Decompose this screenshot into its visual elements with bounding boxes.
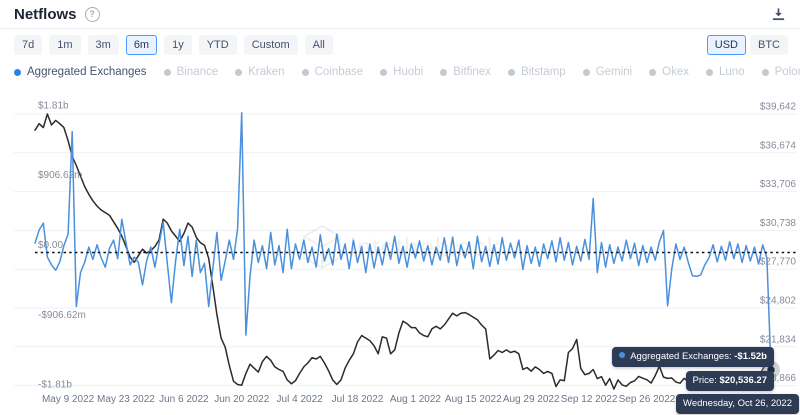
x-axis-tick: Jul 4 2022 <box>277 394 324 405</box>
legend-dot-icon <box>380 68 388 76</box>
x-axis-tick: Aug 1 2022 <box>390 394 442 405</box>
right-axis-tick: $39,642 <box>760 102 797 113</box>
x-axis-tick: May 23 2022 <box>97 394 155 405</box>
legend-item-bitfinex[interactable]: Bitfinex <box>440 66 491 78</box>
legend-label: Coinbase <box>314 66 364 78</box>
legend-dot-icon <box>705 68 713 76</box>
left-axis-tick: -$906.62m <box>38 310 86 321</box>
range-button-all[interactable]: All <box>304 35 333 55</box>
left-axis-tick: $0.00 <box>38 240 63 251</box>
tooltip-date-text: Wednesday, Oct 26, 2022 <box>683 398 792 409</box>
right-axis-tick: $21,834 <box>760 334 797 345</box>
range-button-3m[interactable]: 3m <box>87 35 119 55</box>
tooltip-series-label: Aggregated Exchanges: <box>630 351 732 362</box>
tooltip-price-label: Price: <box>692 375 717 386</box>
legend-dot-icon <box>14 68 21 76</box>
legend-item-bitstamp[interactable]: Bitstamp <box>507 66 566 78</box>
range-button-7d[interactable]: 7d <box>14 35 43 55</box>
tooltip-price: Price: $20,536.27 <box>685 371 774 391</box>
legend-item-coinbase[interactable]: Coinbase <box>301 66 364 78</box>
tooltip-series: Aggregated Exchanges: -$1.52b <box>612 347 774 367</box>
download-icon[interactable] <box>771 7 786 22</box>
legend-dot-icon <box>507 68 515 76</box>
right-axis-tick: $18,866 <box>760 373 797 384</box>
legend-item-kraken[interactable]: Kraken <box>235 66 285 78</box>
x-axis-tick: Jul 18 2022 <box>332 394 384 405</box>
range-button-6m[interactable]: 6m <box>125 35 158 55</box>
legend-label: Aggregated Exchanges <box>27 66 147 78</box>
legend-label: Binance <box>176 66 219 78</box>
chart-legend: Aggregated Exchanges Binance Kraken Coinbas… <box>14 66 800 78</box>
legend-dot-icon <box>649 68 657 76</box>
legend-item-huobi[interactable]: Huobi <box>380 66 423 78</box>
legend-dot-icon <box>761 68 769 76</box>
legend-label: Bitfinex <box>453 66 491 78</box>
range-toolbar: 7d 1m 3m 6m 1y YTD Custom All USD BTC <box>14 35 788 55</box>
legend-label: Gemini <box>595 66 633 78</box>
unit-button-btc[interactable]: BTC <box>750 35 788 55</box>
range-button-1y[interactable]: 1y <box>164 35 192 55</box>
chart-header: Netflows ? <box>0 0 800 29</box>
left-axis-tick: $906.62m <box>38 170 82 181</box>
page-title: Netflows <box>14 5 77 23</box>
left-axis-tick: $1.81b <box>38 100 69 111</box>
tooltip-series-dot-icon <box>619 352 626 358</box>
legend-label: Kraken <box>248 66 285 78</box>
legend-item-poloniex[interactable]: Poloniex <box>761 66 800 78</box>
legend-item-luno[interactable]: Luno <box>705 66 745 78</box>
tooltip-price-value: $20,536.27 <box>719 375 767 386</box>
x-axis-tick: Jun 6 2022 <box>159 394 209 405</box>
legend-dot-icon <box>582 68 590 76</box>
x-axis-tick: May 9 2022 <box>42 394 95 405</box>
legend-item-binance[interactable]: Binance <box>163 66 219 78</box>
unit-toggle: USD BTC <box>706 35 788 55</box>
help-icon[interactable]: ? <box>84 6 100 22</box>
legend-dot-icon <box>163 68 171 76</box>
x-axis-tick: Sep 12 2022 <box>561 394 618 405</box>
left-axis-tick: -$1.81b <box>38 380 72 391</box>
legend-dot-icon <box>301 68 309 76</box>
right-axis-tick: $24,802 <box>760 296 797 307</box>
legend-label: Poloniex <box>774 66 800 78</box>
right-axis-tick: $27,770 <box>760 257 797 268</box>
legend-label: Huobi <box>393 66 424 78</box>
right-axis-tick: $30,738 <box>760 218 797 229</box>
range-button-custom[interactable]: Custom <box>243 35 298 55</box>
legend-item-okex[interactable]: Okex <box>649 66 689 78</box>
legend-label: Bitstamp <box>520 66 566 78</box>
range-button-ytd[interactable]: YTD <box>198 35 237 55</box>
netflow-line <box>34 112 772 371</box>
legend-label: Luno <box>718 66 745 78</box>
legend-item-aggregated-exchanges[interactable]: Aggregated Exchanges <box>14 66 147 78</box>
right-axis-tick: $33,706 <box>760 179 797 190</box>
legend-label: Okex <box>662 66 689 78</box>
legend-dot-icon <box>235 68 243 76</box>
x-axis-tick: Sep 26 2022 <box>619 394 676 405</box>
range-button-1m[interactable]: 1m <box>49 35 81 55</box>
legend-dot-icon <box>440 68 448 76</box>
x-axis-tick: Aug 29 2022 <box>503 394 560 405</box>
tooltip-series-value: -$1.52b <box>734 351 767 362</box>
x-axis-tick: Jun 20 2022 <box>214 394 269 405</box>
x-axis-tick: Aug 15 2022 <box>445 394 502 405</box>
legend-item-gemini[interactable]: Gemini <box>582 66 633 78</box>
right-axis-tick: $36,674 <box>760 140 797 151</box>
tooltip-date: Wednesday, Oct 26, 2022 <box>676 394 799 414</box>
range-buttons: 7d 1m 3m 6m 1y YTD Custom All <box>14 35 340 55</box>
unit-button-usd[interactable]: USD <box>706 35 746 55</box>
